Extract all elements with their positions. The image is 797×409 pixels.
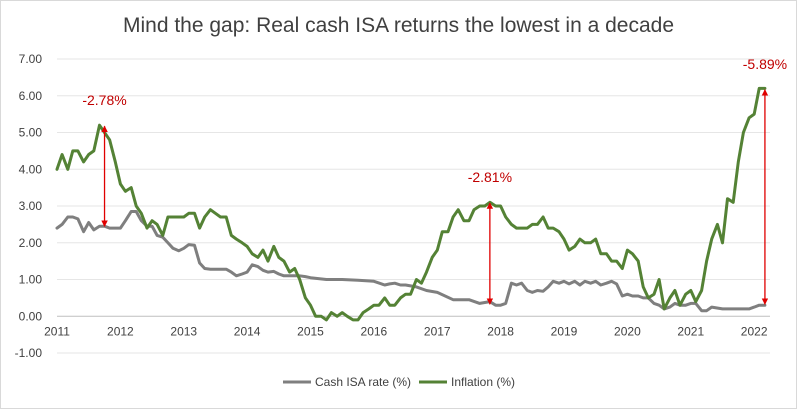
y-tick-label: 7.00 xyxy=(19,52,43,66)
x-tick-label: 2012 xyxy=(107,324,134,338)
y-tick-label: -1.00 xyxy=(15,346,43,360)
x-tick-label: 2018 xyxy=(487,324,514,338)
y-tick-label: 3.00 xyxy=(19,199,43,213)
x-tick-label: 2021 xyxy=(677,324,704,338)
chart-title: Mind the gap: Real cash ISA returns the … xyxy=(123,14,674,37)
inflation-line xyxy=(55,86,767,322)
x-tick-label: 2019 xyxy=(551,324,578,338)
y-axis-ticks: -1.00 0.00 1.00 2.00 3.00 4.00 5.00 6.00 7.00 xyxy=(15,52,43,360)
cash-isa-rate-line xyxy=(55,210,767,313)
y-tick-label: 2.00 xyxy=(19,236,43,250)
legend-label: Cash ISA rate (%) xyxy=(315,375,411,389)
gap-label: -2.78% xyxy=(82,92,126,108)
x-tick-label: 2013 xyxy=(170,324,197,338)
x-axis-ticks: 2011 2012 2013 2014 2015 2016 2017 2018 2019 2020… xyxy=(44,324,768,338)
y-tick-label: 6.00 xyxy=(19,89,43,103)
x-tick-label: 2022 xyxy=(741,324,768,338)
y-tick-label: 1.00 xyxy=(19,273,43,287)
x-tick-label: 2015 xyxy=(297,324,324,338)
legend-label: Inflation (%) xyxy=(451,375,515,389)
gap-label: -5.89% xyxy=(743,56,787,72)
gap-label: -2.81% xyxy=(468,169,512,185)
y-tick-label: 0.00 xyxy=(19,309,43,323)
x-tick-label: 2016 xyxy=(361,324,388,338)
legend: Cash ISA rate (%) Inflation (%) xyxy=(283,375,515,389)
x-tick-label: 2011 xyxy=(44,324,70,338)
x-tick-label: 2017 xyxy=(424,324,451,338)
x-tick-label: 2014 xyxy=(234,324,261,338)
y-tick-label: 4.00 xyxy=(19,162,43,176)
y-tick-label: 5.00 xyxy=(19,126,43,140)
gap-annotations: -2.78% -2.81% -5.89% xyxy=(82,56,787,305)
gridlines xyxy=(57,58,770,354)
x-tick-label: 2020 xyxy=(614,324,641,338)
series-lines xyxy=(55,86,767,322)
